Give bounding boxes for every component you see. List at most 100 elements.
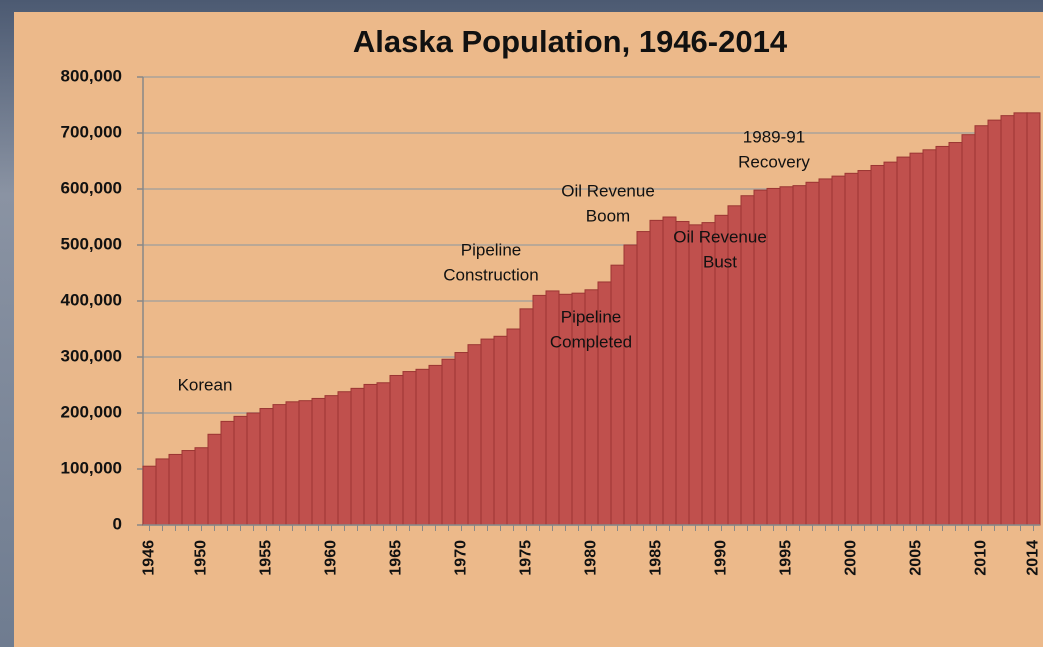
x-tick-label: 1995 (778, 540, 795, 576)
y-tick-label: 600,000 (61, 178, 122, 197)
bar (351, 388, 364, 525)
bar (845, 173, 858, 525)
bar (247, 413, 260, 525)
bar (884, 162, 897, 525)
bar (156, 459, 169, 525)
y-tick-label: 400,000 (61, 290, 122, 309)
annotation: Recovery (738, 152, 810, 171)
annotation: Korean (178, 375, 233, 394)
bar (910, 153, 923, 525)
bar (325, 396, 338, 525)
x-tick-label: 1955 (258, 540, 275, 576)
bar (689, 225, 702, 525)
bar (1001, 116, 1014, 525)
bar (390, 375, 403, 525)
y-tick-label: 300,000 (61, 346, 122, 365)
bar (780, 187, 793, 525)
y-tick-label: 700,000 (61, 122, 122, 141)
bar (559, 294, 572, 525)
x-tick-label: 1946 (141, 540, 158, 576)
bar (312, 398, 325, 525)
chart-title: Alaska Population, 1946-2014 (353, 24, 788, 59)
bar (273, 405, 286, 525)
y-tick-label: 0 (113, 514, 122, 533)
bar (637, 232, 650, 525)
y-tick-label: 800,000 (61, 66, 122, 85)
bar (377, 383, 390, 525)
bar (819, 179, 832, 525)
bar (468, 345, 481, 525)
x-tick-label: 2000 (843, 540, 860, 576)
bar (533, 295, 546, 525)
bar (260, 409, 273, 525)
bar (871, 165, 884, 525)
x-tick-label: 1985 (648, 540, 665, 576)
annotation: 1989-91 (743, 127, 805, 146)
bar (455, 353, 468, 525)
bar (234, 416, 247, 525)
bar (663, 217, 676, 525)
bar (975, 126, 988, 525)
bar (611, 265, 624, 525)
bar (923, 150, 936, 525)
bar (442, 359, 455, 525)
bar (182, 451, 195, 525)
y-tick-label: 500,000 (61, 234, 122, 253)
bar (806, 182, 819, 525)
bar (299, 401, 312, 525)
bar (1027, 113, 1040, 525)
x-tick-label: 1980 (583, 540, 600, 576)
page: Alaska Population, 1946-2014 0 100,000 200… (0, 0, 1043, 647)
bar (481, 339, 494, 525)
annotation: Bust (703, 252, 737, 271)
bar (169, 454, 182, 525)
x-tick-label: 1975 (518, 540, 535, 576)
bar (936, 146, 949, 525)
x-tick-label: 2010 (973, 540, 990, 576)
bar (624, 245, 637, 525)
annotation: Oil Revenue (673, 227, 767, 246)
bar (416, 369, 429, 525)
bar (676, 221, 689, 525)
bar (793, 186, 806, 525)
bar (429, 365, 442, 525)
bar (208, 434, 221, 525)
bar (221, 421, 234, 525)
bar (1014, 113, 1027, 525)
x-tick-label: 2005 (908, 540, 925, 576)
bar (507, 329, 520, 525)
bar (520, 309, 533, 525)
bar (364, 384, 377, 525)
bar (286, 402, 299, 525)
annotation: Pipeline (461, 240, 522, 259)
bar (403, 372, 416, 525)
bar (988, 120, 1001, 525)
bar (143, 466, 156, 525)
x-tick-label: 1950 (193, 540, 210, 576)
annotation: Construction (443, 265, 538, 284)
bar (338, 392, 351, 525)
y-tick-label: 200,000 (61, 402, 122, 421)
annotation: Oil Revenue (561, 181, 655, 200)
bar (650, 220, 663, 525)
bar (858, 171, 871, 525)
bar (949, 143, 962, 525)
chart: Alaska Population, 1946-2014 0 100,000 200… (0, 0, 1043, 647)
bar (832, 176, 845, 525)
bar (572, 293, 585, 525)
annotation: Completed (550, 332, 632, 351)
x-tick-label: 2014 (1025, 540, 1042, 576)
x-tick-label: 1960 (323, 540, 340, 576)
bar (546, 291, 559, 525)
bar (195, 448, 208, 525)
bar (897, 157, 910, 525)
bar (494, 336, 507, 525)
annotation: Boom (586, 206, 630, 225)
bar (962, 135, 975, 525)
x-tick-label: 1965 (388, 540, 405, 576)
x-tick-label: 1990 (713, 540, 730, 576)
y-tick-label: 100,000 (61, 458, 122, 477)
x-tick-label: 1970 (453, 540, 470, 576)
bar (767, 188, 780, 525)
annotation: Pipeline (561, 307, 622, 326)
